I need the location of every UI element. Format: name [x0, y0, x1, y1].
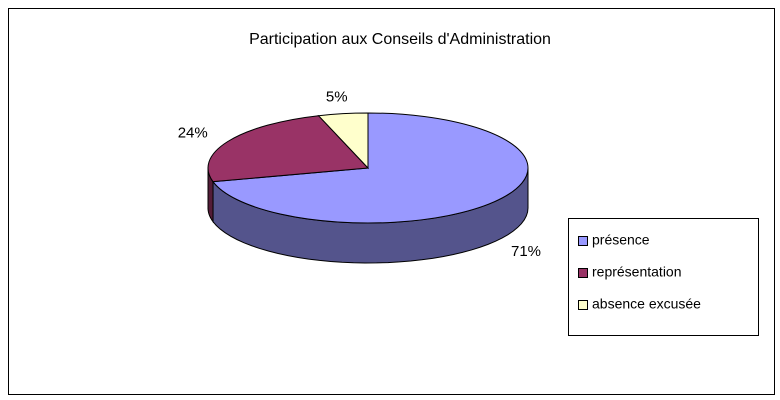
- legend-swatch: [578, 268, 588, 278]
- data-label: 5%: [326, 88, 348, 105]
- legend-label: présence: [592, 232, 650, 248]
- chart-title: Participation aux Conseils d'Administrat…: [249, 31, 551, 48]
- legend-label: représentation: [592, 264, 682, 280]
- legend-swatch: [578, 300, 588, 310]
- legend-label: absence excusée: [592, 296, 701, 312]
- data-label: 71%: [511, 243, 541, 260]
- data-label: 24%: [178, 125, 208, 142]
- slice: [207, 115, 370, 183]
- slice: [317, 112, 369, 170]
- slice: [212, 112, 529, 224]
- legend-swatch: [578, 236, 588, 246]
- legend-box: [568, 218, 759, 336]
